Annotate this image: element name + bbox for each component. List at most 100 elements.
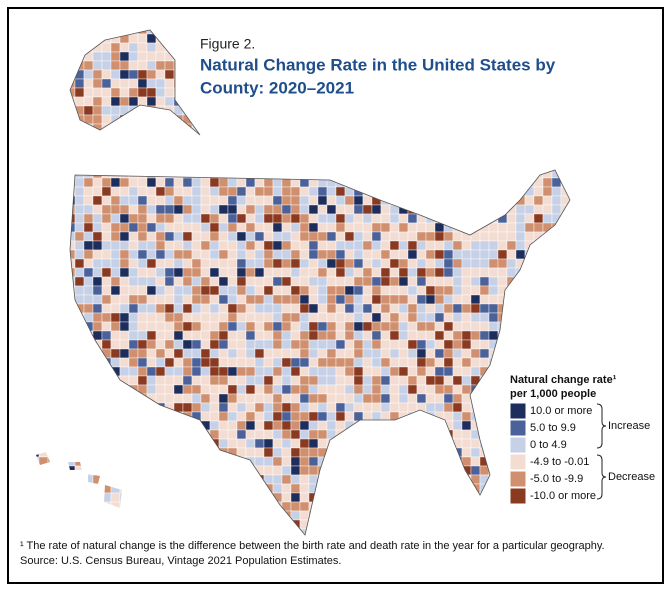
county-tile	[515, 249, 526, 260]
county-tile	[317, 348, 328, 359]
county-tile	[461, 366, 472, 377]
county-tile	[119, 267, 130, 278]
legend-label: 10.0 or more	[530, 405, 592, 417]
county-tile	[515, 222, 526, 233]
county-tile	[110, 249, 121, 260]
county-tile	[380, 294, 391, 305]
county-tile	[254, 375, 265, 386]
county-tile	[236, 303, 247, 314]
county-tile	[92, 69, 103, 80]
county-tile	[137, 222, 148, 233]
county-tile	[425, 393, 436, 404]
county-tile	[245, 411, 256, 422]
county-tile	[101, 42, 112, 53]
county-tile	[146, 96, 157, 107]
legend-swatch	[509, 470, 527, 488]
county-tile	[146, 294, 157, 305]
county-tile	[245, 429, 256, 440]
county-tile	[344, 240, 355, 251]
county-tile	[551, 186, 562, 197]
county-tile	[281, 213, 292, 224]
county-tile	[119, 78, 130, 89]
county-tile	[254, 447, 265, 458]
county-tile	[182, 213, 193, 224]
county-tile	[263, 204, 274, 215]
county-tile	[245, 438, 256, 449]
county-tile	[155, 357, 166, 368]
county-tile	[254, 393, 265, 404]
county-tile	[155, 303, 166, 314]
county-tile	[335, 312, 346, 323]
county-tile	[281, 195, 292, 206]
county-tile	[155, 285, 166, 296]
county-tile	[326, 303, 337, 314]
county-tile	[137, 366, 148, 377]
county-tile	[452, 339, 463, 350]
county-tile	[254, 303, 265, 314]
county-tile	[263, 330, 274, 341]
legend-label: -10.0 or more	[530, 490, 596, 502]
county-tile	[452, 249, 463, 260]
county-tile	[290, 393, 301, 404]
bracket	[596, 454, 607, 500]
county-tile	[281, 267, 292, 278]
county-tile	[119, 186, 130, 197]
county-tile	[209, 204, 220, 215]
county-tile	[425, 402, 436, 413]
county-tile	[263, 195, 274, 206]
county-tile	[155, 222, 166, 233]
county-tile	[245, 213, 256, 224]
county-tile	[128, 267, 139, 278]
county-tile	[344, 249, 355, 260]
county-tile	[137, 312, 148, 323]
county-tile	[326, 258, 337, 269]
county-tile	[173, 285, 184, 296]
county-tile	[155, 240, 166, 251]
county-tile	[290, 303, 301, 314]
county-tile	[308, 303, 319, 314]
county-tile	[191, 222, 202, 233]
county-tile	[209, 303, 220, 314]
county-tile	[218, 294, 229, 305]
county-tile	[371, 330, 382, 341]
county-tile	[380, 303, 391, 314]
county-tile	[218, 411, 229, 422]
county-tile	[236, 348, 247, 359]
county-tile	[245, 321, 256, 332]
county-tile	[218, 357, 229, 368]
county-tile	[326, 186, 337, 197]
county-tile	[416, 222, 427, 233]
county-tile	[299, 411, 310, 422]
county-tile	[236, 240, 247, 251]
county-tile	[371, 348, 382, 359]
county-tile	[344, 258, 355, 269]
county-tile	[101, 96, 112, 107]
county-tile	[353, 339, 364, 350]
county-tile	[164, 393, 175, 404]
county-tile	[407, 312, 418, 323]
county-tile	[425, 375, 436, 386]
county-tile	[83, 60, 94, 71]
county-tile	[236, 222, 247, 233]
county-tile	[308, 357, 319, 368]
county-tile	[272, 276, 283, 287]
county-tile	[218, 276, 229, 287]
county-tile	[317, 249, 328, 260]
county-tile	[74, 249, 85, 260]
county-tile	[182, 285, 193, 296]
county-tile	[353, 204, 364, 215]
county-tile	[272, 393, 283, 404]
county-tile	[254, 312, 265, 323]
county-tile	[191, 366, 202, 377]
county-tile	[326, 366, 337, 377]
county-tile	[533, 204, 544, 215]
county-tile	[308, 348, 319, 359]
county-tile	[200, 402, 211, 413]
county-tile	[398, 258, 409, 269]
county-tile	[272, 483, 283, 494]
county-tile	[290, 249, 301, 260]
county-tile	[452, 330, 463, 341]
county-tile	[263, 258, 274, 269]
county-tile	[227, 438, 238, 449]
county-tile	[200, 294, 211, 305]
